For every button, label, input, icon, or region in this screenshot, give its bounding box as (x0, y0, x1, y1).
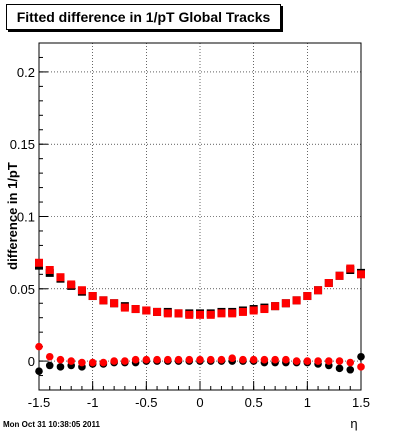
data-point (35, 367, 43, 376)
data-point (206, 310, 215, 319)
data-point (142, 355, 151, 364)
data-point (67, 357, 75, 365)
data-point (271, 355, 279, 364)
data-point (110, 357, 118, 365)
x-tick-labels: -1.5 -1 -0.5 0 0.5 1 1.5 (28, 395, 370, 410)
data-point (131, 305, 140, 314)
y-tick-label: 0.1 (17, 210, 35, 225)
data-point (335, 357, 344, 365)
data-point (88, 292, 97, 301)
series-4 (35, 342, 365, 371)
data-point (45, 265, 54, 274)
data-point (35, 342, 43, 351)
data-point (174, 309, 183, 318)
data-point (228, 354, 236, 362)
data-point (335, 271, 344, 280)
chart-title-box: Fitted difference in 1/pT Global Tracks (6, 4, 281, 30)
data-point (174, 355, 183, 364)
data-point (238, 307, 247, 316)
x-tick-label: -1 (87, 395, 99, 410)
data-point (78, 358, 86, 367)
data-point (260, 305, 269, 314)
data-point (56, 363, 65, 371)
data-point (196, 310, 204, 319)
data-point (346, 264, 355, 273)
y-axis-label: difference in 1/pT (5, 162, 20, 270)
y-tick-label: 0.05 (10, 282, 35, 297)
data-point (99, 358, 108, 367)
data-point (260, 355, 269, 364)
data-point (67, 280, 76, 289)
data-point (99, 296, 108, 305)
data-point (217, 309, 226, 318)
data-point (142, 306, 151, 315)
data-point (228, 309, 237, 318)
data-point (303, 357, 312, 365)
data-point (153, 307, 162, 316)
data-point (346, 358, 355, 367)
data-point (281, 299, 290, 308)
data-point (88, 358, 97, 367)
y-tick-label: 0 (28, 354, 35, 369)
data-point (163, 309, 172, 318)
data-point (282, 355, 290, 364)
x-tick-label: 0.5 (245, 395, 263, 410)
x-axis-label: η (350, 416, 357, 431)
data-point (185, 310, 194, 319)
x-tick-label: 0 (196, 395, 203, 410)
data-point (185, 355, 194, 364)
data-point (335, 364, 344, 373)
data-point (217, 355, 226, 364)
x-tick-label: 1.5 (352, 395, 370, 410)
data-point (110, 299, 119, 308)
data-point (131, 355, 140, 364)
data-point (346, 365, 355, 374)
y-tick-labels: 0 0.05 0.1 0.15 0.2 (10, 65, 35, 369)
data-point (45, 352, 54, 361)
data-point (56, 355, 65, 364)
data-point (292, 357, 301, 365)
data-point (303, 292, 312, 301)
data-point (314, 286, 323, 295)
data-point (314, 357, 322, 365)
data-point (121, 357, 129, 365)
data-point (357, 270, 365, 279)
chart-title: Fitted difference in 1/pT Global Tracks (16, 9, 271, 25)
series-2 (35, 258, 365, 319)
data-point (357, 352, 365, 361)
timestamp-footer: Mon Oct 31 10:38:05 2011 (3, 420, 100, 429)
x-tick-label: 1 (304, 395, 311, 410)
x-tick-label: -1.5 (28, 395, 50, 410)
data-point (56, 273, 65, 282)
data-point (239, 355, 247, 364)
data-point (45, 361, 54, 370)
data-point (249, 306, 258, 315)
data-point (77, 286, 86, 295)
data-point (271, 302, 280, 311)
data-point (153, 355, 161, 364)
data-point (35, 258, 43, 267)
data-point (324, 279, 333, 288)
data-point (164, 355, 172, 364)
y-tick-label: 0.2 (17, 65, 35, 80)
data-point (325, 357, 333, 365)
y-tick-label: 0.15 (10, 137, 35, 152)
data-point (120, 303, 129, 312)
data-point (206, 355, 215, 364)
data-marks (35, 258, 365, 376)
data-point (357, 363, 365, 371)
axis-ticks (38, 42, 362, 391)
data-point (196, 355, 204, 364)
data-point (249, 355, 258, 364)
data-point (292, 296, 301, 305)
grid (39, 43, 361, 390)
x-tick-label: -0.5 (135, 395, 157, 410)
